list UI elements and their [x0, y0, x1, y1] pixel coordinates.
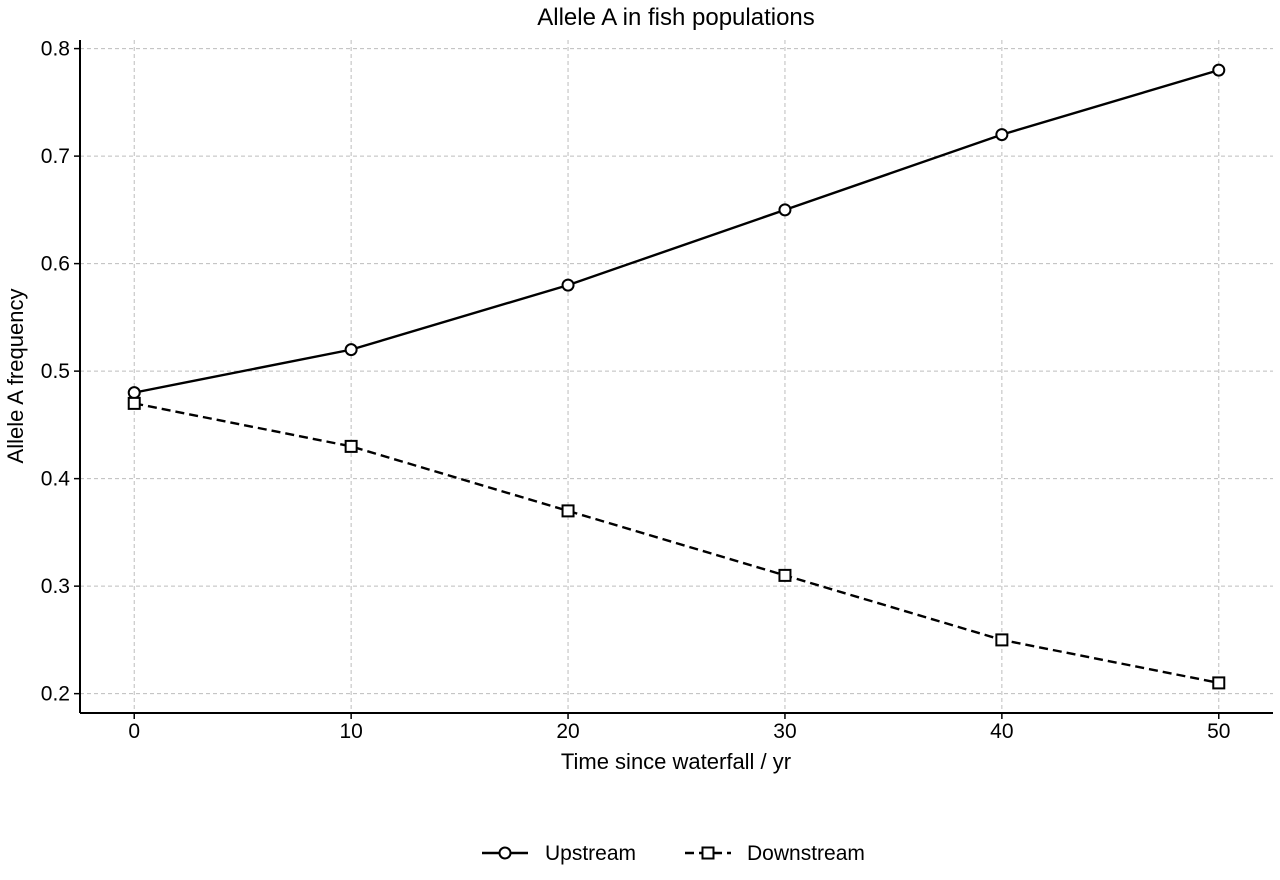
data-point-upstream: [127, 386, 141, 400]
x-tick-label: 40: [990, 720, 1013, 743]
legend: Upstream Downstream: [482, 842, 865, 865]
data-point-downstream: [1212, 676, 1226, 690]
data-point-downstream: [995, 633, 1009, 647]
data-point-upstream: [1212, 63, 1226, 77]
data-point-downstream: [344, 439, 358, 453]
data-point-downstream: [778, 568, 792, 582]
series-layer: [127, 63, 1226, 690]
x-tick-label: 0: [128, 720, 140, 743]
series-line-upstream: [133, 68, 1220, 394]
x-tick-label: 10: [339, 720, 362, 743]
x-tick-label: 50: [1207, 720, 1230, 743]
data-point-upstream: [344, 343, 358, 357]
ticks: 0 10 20 30 40 50 0.2 0.3 0.4 0.5 0.6 0.7 0.8: [41, 38, 1231, 743]
data-point-upstream: [561, 278, 575, 292]
legend-item-upstream: Upstream: [482, 842, 636, 865]
axes: [79, 40, 1273, 714]
y-tick-label: 0.4: [41, 468, 71, 491]
series-line-downstream: [133, 402, 1220, 685]
y-tick-label: 0.3: [41, 575, 70, 598]
data-point-upstream: [995, 128, 1009, 142]
y-tick-label: 0.6: [41, 253, 70, 276]
legend-marker-upstream: [498, 846, 512, 860]
y-tick-label: 0.5: [41, 360, 70, 383]
data-point-downstream: [127, 396, 141, 410]
chart-title: Allele A in fish populations: [537, 4, 815, 31]
x-tick-label: 30: [773, 720, 796, 743]
legend-marker-downstream: [701, 846, 715, 860]
series-downstream: [127, 396, 1226, 690]
legend-label-downstream: Downstream: [747, 842, 865, 865]
x-tick-label: 20: [556, 720, 579, 743]
grid-lines: [80, 40, 1273, 713]
data-point-downstream: [561, 504, 575, 518]
legend-label-upstream: Upstream: [545, 842, 636, 865]
y-tick-label: 0.8: [41, 38, 70, 61]
y-tick-label: 0.2: [41, 683, 70, 706]
y-axis-label: Allele A frequency: [3, 289, 28, 464]
legend-item-downstream: Downstream: [685, 842, 865, 865]
series-upstream: [127, 63, 1226, 400]
x-axis-label: Time since waterfall / yr: [561, 749, 791, 774]
data-point-upstream: [778, 203, 792, 217]
y-tick-label: 0.7: [41, 145, 70, 168]
